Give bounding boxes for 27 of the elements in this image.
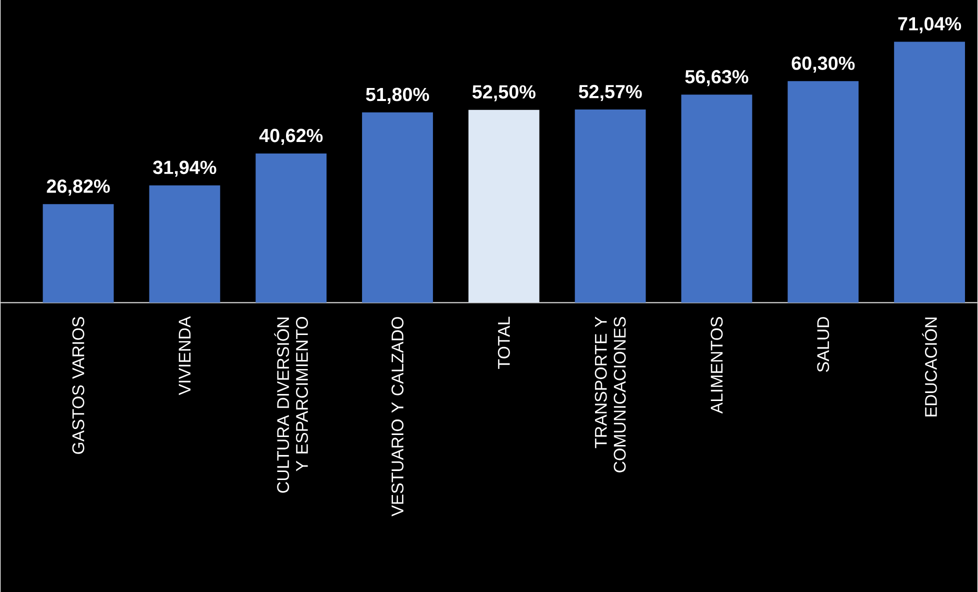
data-label: 26,82% — [46, 179, 110, 196]
bar — [681, 94, 752, 302]
x-tick-label: EDUCACIÓN — [922, 318, 937, 416]
x-tick-label: VIVIENDA — [178, 316, 191, 396]
data-label: 40,62% — [259, 128, 323, 145]
bar — [788, 81, 859, 302]
x-tick-label: SALUD — [817, 316, 830, 372]
bar — [256, 153, 327, 302]
data-label: 56,63% — [685, 70, 748, 86]
bar — [468, 110, 540, 302]
data-label: 52,50% — [472, 85, 536, 102]
data-label: 71,04% — [898, 16, 962, 34]
data-label: 60,30% — [792, 56, 855, 73]
bar — [894, 42, 965, 302]
data-label: 51,80% — [366, 88, 430, 104]
bar — [574, 109, 646, 302]
bar — [149, 185, 220, 302]
data-label: 31,94% — [153, 160, 216, 177]
data-label: 52,57% — [578, 84, 642, 101]
x-tick-label: TRANSPORTE Y COMUNICACIONES — [594, 316, 626, 472]
x-tick-label: GASTOS VARIOS — [72, 316, 84, 454]
x-tick-label: ALIMENTOS — [710, 316, 723, 414]
bar — [362, 112, 433, 302]
bar — [42, 204, 114, 302]
x-tick-label: TOTAL — [498, 316, 510, 369]
x-tick-label: VESTUARIO Y CALZADO — [392, 316, 404, 516]
x-tick-label: CULTURA DIVERSIÓN Y ESPARCIMIENTO — [274, 316, 308, 493]
